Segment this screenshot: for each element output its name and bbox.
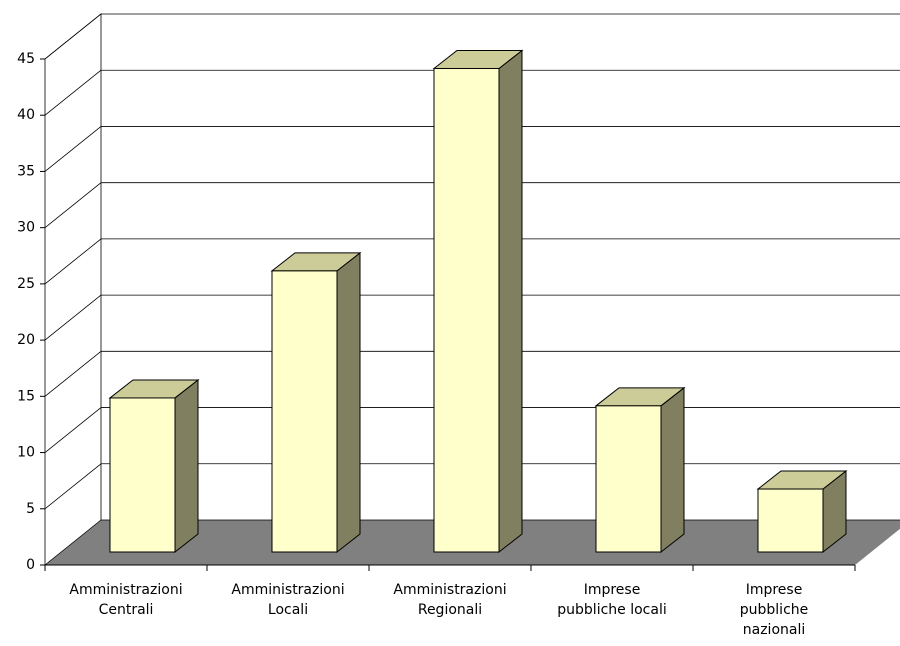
bar — [109, 397, 176, 553]
y-tick-label: 40 — [17, 107, 35, 123]
grid-line — [44, 463, 102, 510]
bar-side — [498, 49, 523, 554]
grid-line — [44, 126, 102, 172]
bar — [271, 270, 338, 553]
y-tick-label: 30 — [17, 220, 35, 236]
grid-line — [44, 182, 102, 228]
bar-side — [336, 251, 361, 554]
bar — [757, 488, 824, 553]
x-tick-label: Centrali — [99, 602, 154, 618]
grid-line — [44, 238, 102, 285]
y-tick-label: 0 — [26, 557, 35, 573]
y-tick-label: 45 — [17, 51, 35, 67]
grid-line — [44, 519, 102, 566]
bar — [433, 67, 500, 553]
x-tick-label: nazionali — [743, 622, 806, 638]
grid-line — [44, 69, 102, 116]
x-tick-label: Imprese — [584, 582, 641, 598]
bar-side — [174, 378, 199, 554]
x-tick-label: Amministrazioni — [69, 582, 182, 598]
grid-line — [44, 407, 102, 453]
y-tick-label: 15 — [17, 388, 35, 404]
left-wall — [44, 13, 102, 565]
x-tick-label: Amministrazioni — [393, 582, 506, 598]
y-tick-label: 5 — [26, 501, 35, 517]
x-tick-label: pubbliche — [740, 602, 809, 618]
x-tick-label: pubbliche locali — [557, 602, 666, 618]
bar-side — [660, 386, 685, 554]
grid-line — [44, 351, 102, 397]
x-tick-label: Locali — [268, 602, 308, 618]
x-tick-label: Regionali — [418, 602, 482, 618]
y-tick-label: 20 — [17, 332, 35, 348]
grid-line — [44, 13, 102, 60]
x-tick-label: Imprese — [746, 582, 803, 598]
y-tick-label: 10 — [17, 445, 35, 461]
x-tick-label: Amministrazioni — [231, 582, 344, 598]
y-tick-label: 25 — [17, 276, 35, 292]
grid-line — [44, 294, 102, 341]
y-tick-label: 35 — [17, 163, 35, 179]
bar — [595, 405, 662, 553]
